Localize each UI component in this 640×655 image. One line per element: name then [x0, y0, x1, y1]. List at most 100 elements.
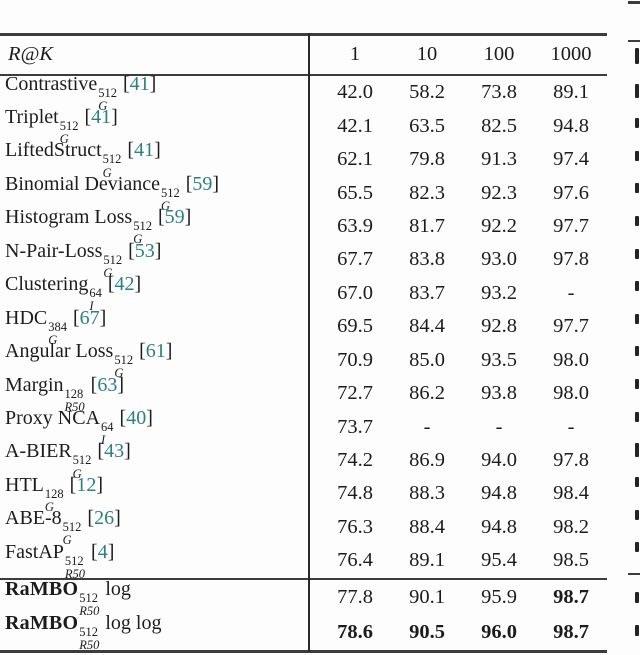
- row-values: 70.9 85.0 93.5 98.0: [319, 349, 607, 372]
- method-suffix: log log: [105, 612, 162, 635]
- citation-link[interactable]: [40]: [120, 407, 153, 429]
- citation-link[interactable]: [43]: [97, 440, 130, 462]
- row-values: 67.0 83.7 93.2 -: [319, 282, 607, 305]
- header-separator-rule: [0, 73, 607, 76]
- method-cell: Binomial Deviance 512 G [59]: [0, 173, 305, 213]
- adjacent-table-rule-fragment: [628, 40, 640, 42]
- embedding-dim: 512: [98, 85, 117, 100]
- row-values: 62.1 79.8 91.3 97.4: [319, 148, 607, 171]
- embedding-dim: 64: [101, 419, 114, 434]
- recall-value-1000: 98.0: [553, 348, 589, 371]
- citation-bracket-open: [: [139, 340, 146, 363]
- method-cell: RaMBO 512 R50 log: [0, 578, 305, 618]
- row-values: 77.8 90.1 95.9 98.7: [319, 586, 607, 609]
- recall-value-1: 67.7: [337, 248, 373, 271]
- recall-value-1: 73.7: [337, 415, 373, 438]
- adjacent-table-rule-fragment: [628, 1, 640, 4]
- recall-value-100: 91.3: [481, 148, 517, 171]
- dim-backbone-stack: 512 G: [63, 521, 82, 547]
- citation-link[interactable]: [41]: [123, 73, 156, 95]
- recall-value-1000: 97.7: [553, 214, 589, 237]
- embedding-dim: 64: [89, 286, 102, 301]
- highlight-separator-rule: [0, 578, 607, 580]
- table-row: Clustering 64 I [42] 67.0 83.7 93.2 -: [0, 273, 607, 314]
- embedding-dim: 512: [103, 252, 123, 267]
- backbone-label: R50: [64, 399, 85, 414]
- method-name: Histogram Loss: [5, 206, 133, 229]
- dim-backbone-stack: 512 R50: [64, 554, 86, 581]
- table-body: Contrastive 512 G [41] 42.0 58.2 73.8 89.1 …: [0, 73, 607, 581]
- dim-backbone-stack: 512 G: [161, 186, 180, 213]
- adjacent-table-glyph-fragment: [635, 346, 639, 356]
- citation-bracket-open: [: [91, 540, 98, 563]
- method-name: Binomial Deviance: [5, 172, 160, 195]
- method-name: ABE-8: [5, 507, 62, 530]
- citation-bracket-open: [: [122, 72, 130, 95]
- recall-value-100: 96.0: [481, 620, 517, 643]
- adjacent-table-glyph-fragment: [635, 510, 639, 520]
- citation-bracket-close: ]: [114, 507, 121, 530]
- method-cell: HTL 128 G [12]: [0, 474, 305, 514]
- citation-link[interactable]: [59]: [158, 206, 191, 228]
- table-row: ABE-8 512 G [26] 76.3 88.4 94.8 98.2: [0, 507, 607, 547]
- method-suffix: log: [105, 577, 131, 600]
- citation-bracket-open: [: [87, 507, 95, 530]
- method-cell: A-BIER 512 G [43]: [0, 440, 305, 480]
- row-values: 74.8 88.3 94.8 98.4: [319, 482, 607, 505]
- backbone-label: G: [62, 533, 72, 548]
- backbone-label: R50: [64, 566, 86, 581]
- citation-bracket-close: ]: [107, 540, 115, 563]
- recall-value-100: -: [495, 415, 503, 438]
- method-name: N-Pair-Loss: [5, 239, 103, 262]
- citation-bracket-close: ]: [134, 273, 142, 296]
- recall-value-1000: 97.8: [553, 449, 589, 472]
- adjacent-table-glyph-fragment: [635, 281, 639, 291]
- citation-link[interactable]: [42]: [108, 273, 141, 295]
- recall-value-1000: -: [567, 415, 575, 438]
- citation-bracket-open: [: [127, 139, 135, 162]
- citation-link[interactable]: [26]: [87, 507, 120, 529]
- citation-number: 42: [114, 273, 135, 296]
- backbone-label: R50: [79, 603, 100, 618]
- recall-value-1: 63.9: [337, 214, 373, 237]
- recall-value-1: 72.7: [337, 382, 373, 405]
- citation-bracket-close: ]: [165, 340, 173, 363]
- citation-bracket-close: ]: [111, 106, 118, 129]
- citation-link[interactable]: [53]: [128, 240, 161, 262]
- table-row: HTL 128 G [12] 74.8 88.3 94.8 98.4: [0, 474, 607, 514]
- k-header-1000: 1000: [550, 43, 592, 65]
- citation-link[interactable]: [67]: [73, 307, 106, 329]
- recall-value-1000: 98.4: [553, 482, 589, 505]
- method-name: HTL: [5, 473, 44, 496]
- citation-link[interactable]: [59]: [186, 173, 219, 195]
- citation-bracket-open: [: [157, 206, 165, 229]
- recall-value-1000: 98.5: [553, 549, 589, 572]
- recall-value-1000: 89.1: [553, 81, 589, 104]
- recall-value-1000: 94.8: [553, 114, 589, 137]
- recall-value-10: 82.3: [409, 181, 445, 204]
- adjacent-table-glyph-fragment: [635, 314, 639, 324]
- backbone-label: I: [89, 299, 94, 314]
- adjacent-table-glyph-fragment: [635, 48, 639, 64]
- citation-link[interactable]: [4]: [91, 541, 114, 563]
- recall-value-10: 88.4: [409, 515, 445, 538]
- citation-number: 41: [134, 139, 155, 162]
- table-row: Histogram Loss 512 G [59] 63.9 81.7 92.2 97…: [0, 206, 607, 246]
- citation-link[interactable]: [41]: [127, 139, 160, 161]
- citation-bracket-close: ]: [154, 239, 162, 262]
- k-header-100: 100: [483, 43, 515, 65]
- citation-bracket-close: ]: [149, 72, 157, 95]
- recall-value-10: 86.9: [409, 449, 445, 472]
- embedding-dim: 128: [44, 486, 64, 501]
- method-name: FastAP: [5, 540, 64, 563]
- citation-link[interactable]: [61]: [139, 340, 172, 362]
- citation-link[interactable]: [63]: [91, 374, 124, 396]
- adjacent-table-glyph-fragment: [635, 84, 639, 98]
- citation-bracket-close: ]: [99, 306, 107, 329]
- citation-number: 67: [79, 306, 100, 329]
- dim-backbone-stack: 512 G: [133, 220, 152, 246]
- citation-link[interactable]: [41]: [84, 106, 117, 128]
- row-values: 78.6 90.5 96.0 98.7: [319, 621, 607, 644]
- citation-link[interactable]: [12]: [70, 474, 103, 496]
